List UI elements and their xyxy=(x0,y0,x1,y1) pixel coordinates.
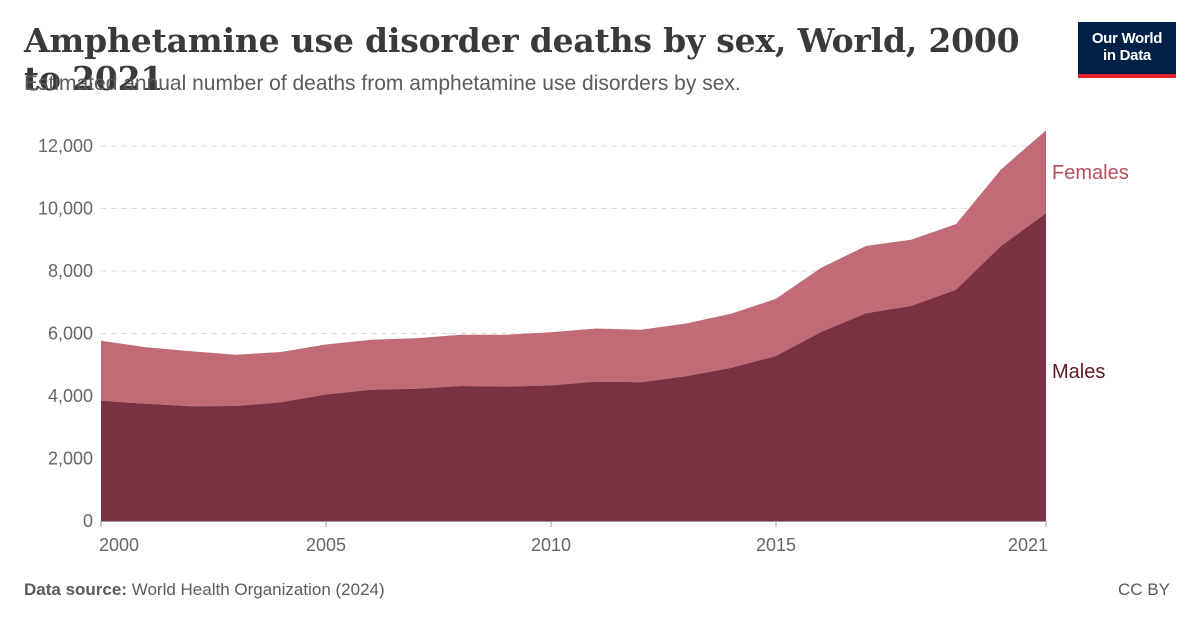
y-tick-label: 4,000 xyxy=(48,386,93,406)
x-tick-label: 2015 xyxy=(756,535,796,555)
y-tick-label: 6,000 xyxy=(48,324,93,344)
data-source-label: Data source: xyxy=(24,580,127,599)
axes: 0 2,000 4,000 6,000 8,000 10,000 12,000 2000 200… xyxy=(38,136,1048,555)
areas xyxy=(101,130,1046,521)
area-males[interactable] xyxy=(101,213,1046,521)
logo-line-1: Our World xyxy=(1091,30,1163,47)
chart-title: Amphetamine use disorder deaths by sex, … xyxy=(24,21,1020,98)
x-tick-label: 2021 xyxy=(1008,535,1048,555)
data-source: Data source: World Health Organization (… xyxy=(24,580,385,600)
y-tick-label: 10,000 xyxy=(38,199,93,219)
data-source-link[interactable]: World Health Organization (2024) xyxy=(131,580,385,599)
logo-line-2: in Data xyxy=(1103,47,1151,64)
y-tick-label: 8,000 xyxy=(48,261,93,281)
area-females[interactable] xyxy=(101,130,1046,407)
series-labels: Females Males xyxy=(1052,162,1129,383)
license-link[interactable]: CC BY xyxy=(1118,580,1170,599)
series-label-males: Males xyxy=(1052,361,1105,383)
owid-logo[interactable]: Our World in Data xyxy=(1078,22,1176,78)
series-label-females: Females xyxy=(1052,162,1129,184)
x-tick-label: 2000 xyxy=(99,535,139,555)
y-tick-label: 0 xyxy=(83,511,93,531)
chart-subtitle: Estimated annual number of deaths from a… xyxy=(24,72,741,95)
x-tick-label: 2010 xyxy=(531,535,571,555)
y-tick-label: 2,000 xyxy=(48,449,93,469)
x-tick-label: 2005 xyxy=(306,535,346,555)
y-tick-label: 12,000 xyxy=(38,136,93,156)
